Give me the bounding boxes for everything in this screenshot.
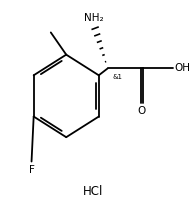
Text: NH₂: NH₂ <box>84 13 104 23</box>
Text: OH: OH <box>174 63 190 73</box>
Text: HCl: HCl <box>83 185 103 198</box>
Text: F: F <box>29 165 35 175</box>
Text: &1: &1 <box>113 74 122 80</box>
Text: O: O <box>137 106 145 117</box>
